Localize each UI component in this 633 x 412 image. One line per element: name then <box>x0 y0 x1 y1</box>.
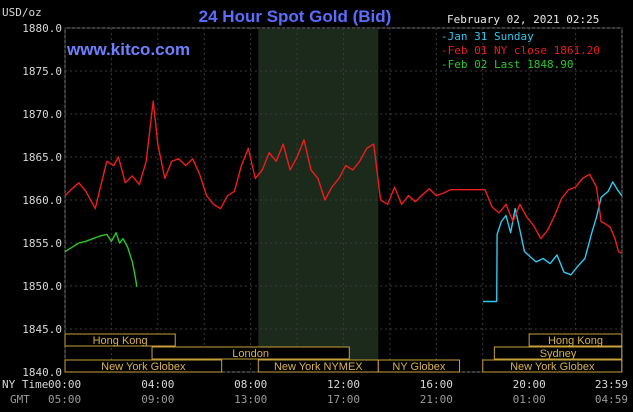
y-tick-label: 1855.0 <box>22 237 62 250</box>
session-bar: Sydney <box>493 346 623 360</box>
x-tick-ny: 16:00 <box>420 378 453 391</box>
session-box <box>377 359 461 373</box>
y-tick-label: 1870.0 <box>22 108 62 121</box>
session-bar: New York Globex <box>482 359 623 373</box>
session-bar: Hong Kong <box>528 333 623 347</box>
session-box <box>64 333 176 347</box>
session-label: New York Globex <box>510 361 595 373</box>
session-bar: New York NYMEX <box>257 359 379 373</box>
series-line-3 <box>64 232 138 288</box>
x-tick-gmt: 17:00 <box>327 393 360 406</box>
legend-entry: -Feb 01 NY close 1861.20 <box>441 44 600 57</box>
session-box <box>493 346 623 360</box>
website-label: www.kitco.com <box>66 40 190 59</box>
x-tick-ny: 00:00 <box>48 378 81 391</box>
session-label: New York NYMEX <box>274 361 363 373</box>
y-tick-label: 1875.0 <box>22 65 62 78</box>
x-tick-ny: 23:59 <box>595 378 628 391</box>
x-tick-ny: 20:00 <box>513 378 546 391</box>
x-axis-label-gmt: GMT <box>10 393 30 406</box>
chart-title: 24 Hour Spot Gold (Bid) <box>199 7 392 26</box>
grid-lines <box>64 27 623 373</box>
y-tick-label: 1845.0 <box>22 323 62 336</box>
session-label: Sydney <box>540 348 577 360</box>
x-tick-gmt: 05:00 <box>48 393 81 406</box>
trading-sessions: Hong Kong London New York Globex New York N… <box>64 333 623 373</box>
session-box <box>528 333 623 347</box>
session-label: NY Globex <box>392 361 445 373</box>
session-bar: London <box>151 346 350 360</box>
x-tick-gmt: 09:00 <box>141 393 174 406</box>
series-line-1 <box>482 181 623 303</box>
session-label: London <box>232 348 269 360</box>
legend-entry: -Feb 02 Last 1848.90 <box>441 58 573 71</box>
legend: -Jan 31 Sunday-Feb 01 NY close 1861.20-F… <box>441 30 600 71</box>
y-axis-label: USD/oz <box>2 6 42 19</box>
session-bar: New York Globex <box>64 359 223 373</box>
x-tick-ny: 08:00 <box>234 378 267 391</box>
x-tick-ny: 04:00 <box>141 378 174 391</box>
y-tick-label: 1860.0 <box>22 194 62 207</box>
session-bar: NY Globex <box>377 359 461 373</box>
y-tick-label: 1840.0 <box>22 366 62 379</box>
price-series <box>64 100 623 303</box>
session-box <box>151 346 350 360</box>
session-bar: Hong Kong <box>64 333 176 347</box>
legend-entry: -Jan 31 Sunday <box>441 30 534 43</box>
x-tick-gmt: 01:00 <box>513 393 546 406</box>
nymex-shaded-region <box>258 29 379 372</box>
y-axis-ticks: 1880.0 1875.0 1870.0 1865.0 1860.0 1855.0 1850… <box>22 22 62 379</box>
session-label: Hong Kong <box>93 335 148 347</box>
session-box <box>64 359 223 373</box>
y-tick-label: 1865.0 <box>22 151 62 164</box>
x-tick-ny: 12:00 <box>327 378 360 391</box>
y-tick-label: 1880.0 <box>22 22 62 35</box>
x-tick-gmt: 04:59 <box>595 393 628 406</box>
session-label: New York Globex <box>101 361 186 373</box>
y-tick-label: 1850.0 <box>22 280 62 293</box>
x-axis-label-ny: NY Time <box>2 378 48 391</box>
x-tick-gmt: 21:00 <box>420 393 453 406</box>
series-line-2 <box>64 100 623 254</box>
session-label: Hong Kong <box>548 335 603 347</box>
session-box <box>482 359 623 373</box>
x-axis-ticks: 00:00 05:00 04:00 09:00 08:00 13:00 12:00 17:00… <box>48 378 628 406</box>
timestamp: February 02, 2021 02:25 <box>447 13 599 26</box>
x-tick-gmt: 13:00 <box>234 393 267 406</box>
